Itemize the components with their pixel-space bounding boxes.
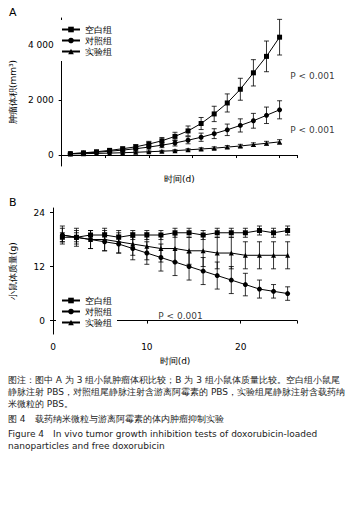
svg-text:A: A bbox=[9, 6, 17, 19]
html-text:图注：图中 A 为 3 组小鼠肿瘤体积比较；B 为 3 组小: 图注：图中 A 为 3 组小鼠肿瘤体积比较；B 为 3 组小鼠体质量比较。空白组… bbox=[8, 375, 345, 409]
svg-text:4 000: 4 000 bbox=[28, 40, 54, 50]
svg-text:时间(d): 时间(d) bbox=[164, 174, 195, 184]
svg-text:20: 20 bbox=[235, 342, 247, 352]
svg-text:B: B bbox=[9, 196, 17, 209]
svg-text:P < 0.001: P < 0.001 bbox=[290, 71, 334, 81]
svg-text:0: 0 bbox=[48, 150, 54, 160]
html-text:图 4 载药纳米微粒与游离阿霉素的体内肿瘤抑制实验: 图 4 载药纳米微粒与游离阿霉素的体内肿瘤抑制实验 bbox=[8, 414, 224, 424]
svg-text:0: 0 bbox=[50, 342, 56, 352]
svg-text:12: 12 bbox=[34, 262, 45, 272]
svg-text:2 000: 2 000 bbox=[28, 95, 54, 105]
svg-text:对照组: 对照组 bbox=[85, 36, 112, 46]
svg-text:实验组: 实验组 bbox=[85, 318, 112, 328]
svg-text:空白组: 空白组 bbox=[85, 25, 112, 35]
svg-text:0: 0 bbox=[39, 316, 45, 326]
svg-text:小鼠体质量(g): 小鼠体质量(g) bbox=[8, 242, 18, 300]
svg-text:P < 0.001: P < 0.001 bbox=[158, 311, 202, 321]
svg-text:时间(d): 时间(d) bbox=[160, 356, 191, 366]
svg-text:实验组: 实验组 bbox=[85, 47, 112, 57]
svg-text:24: 24 bbox=[34, 208, 46, 218]
svg-text:P < 0.001: P < 0.001 bbox=[290, 125, 334, 135]
svg-text:空白组: 空白组 bbox=[85, 296, 112, 306]
svg-text:10: 10 bbox=[141, 342, 153, 352]
svg-text:对照组: 对照组 bbox=[85, 307, 112, 317]
html-text:Figure 4 In vivo tumor growth: Figure 4 In vivo tumor growth inhibition… bbox=[8, 429, 318, 451]
svg-text:肿瘤体积(mm³): 肿瘤体积(mm³) bbox=[8, 60, 18, 124]
